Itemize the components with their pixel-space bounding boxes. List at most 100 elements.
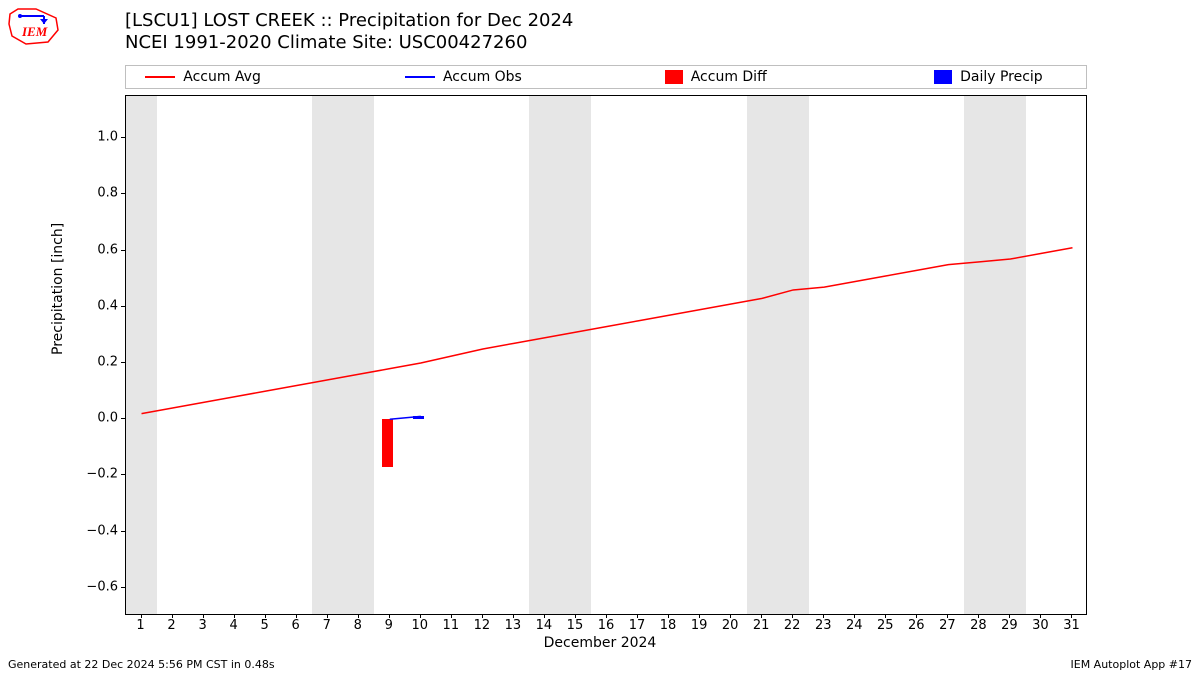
ytick-mark [121,531,125,532]
ytick-mark [121,474,125,475]
xtick-mark [1040,614,1041,618]
xtick-label: 7 [323,618,331,633]
xtick-label: 23 [815,618,832,633]
xtick-mark [1009,614,1010,618]
plot-area [125,95,1087,615]
xtick-mark [885,614,886,618]
legend-item: Daily Precip [934,69,1043,85]
xtick-label: 15 [567,618,584,633]
xtick-label: 29 [1001,618,1018,633]
xtick-mark [265,614,266,618]
xtick-label: 3 [198,618,206,633]
ytick-label: 0.4 [78,298,118,313]
xtick-label: 13 [505,618,522,633]
xtick-label: 25 [877,618,894,633]
ytick-label: −0.6 [78,579,118,594]
ytick-label: −0.2 [78,467,118,482]
xtick-mark [358,614,359,618]
xtick-mark [420,614,421,618]
ytick-mark [121,362,125,363]
xtick-label: 19 [691,618,708,633]
xtick-mark [854,614,855,618]
legend-label: Accum Obs [443,69,522,85]
xtick-mark [451,614,452,618]
xtick-label: 30 [1032,618,1049,633]
xtick-label: 2 [167,618,175,633]
xtick-mark [513,614,514,618]
xtick-mark [575,614,576,618]
ytick-mark [121,306,125,307]
legend-item: Accum Diff [665,69,767,85]
xtick-mark [606,614,607,618]
footer-app: IEM Autoplot App #17 [1071,658,1193,671]
ytick-label: 0.0 [78,411,118,426]
xtick-label: 11 [443,618,460,633]
legend-item: Accum Obs [405,69,522,85]
xtick-mark [141,614,142,618]
svg-text:IEM: IEM [21,24,48,39]
ytick-label: 0.6 [78,242,118,257]
ytick-label: 0.8 [78,186,118,201]
xtick-label: 17 [629,618,646,633]
xtick-mark [296,614,297,618]
xtick-mark [730,614,731,618]
ytick-label: −0.4 [78,523,118,538]
xtick-label: 31 [1063,618,1080,633]
legend-swatch [145,76,175,78]
xtick-label: 21 [753,618,770,633]
xtick-mark [544,614,545,618]
xtick-label: 22 [784,618,801,633]
xtick-mark [172,614,173,618]
footer-generated: Generated at 22 Dec 2024 5:56 PM CST in … [8,658,275,671]
xtick-mark [637,614,638,618]
xtick-mark [699,614,700,618]
chart-title-line2: NCEI 1991-2020 Climate Site: USC00427260 [125,32,573,54]
xtick-mark [234,614,235,618]
ytick-mark [121,418,125,419]
xtick-label: 26 [908,618,925,633]
chart-title-line1: [LSCU1] LOST CREEK :: Precipitation for … [125,10,573,32]
xtick-mark [1071,614,1072,618]
xtick-label: 16 [598,618,615,633]
xtick-label: 18 [660,618,677,633]
xtick-label: 14 [536,618,553,633]
legend-label: Daily Precip [960,69,1043,85]
chart-legend: Accum Avg Accum Obs Accum Diff Daily Precip [125,65,1087,89]
ytick-mark [121,587,125,588]
xtick-mark [389,614,390,618]
xtick-mark [668,614,669,618]
y-axis-label: Precipitation [inch] [50,223,66,355]
xtick-label: 24 [846,618,863,633]
xtick-label: 6 [292,618,300,633]
xtick-mark [203,614,204,618]
x-axis-label: December 2024 [0,635,1200,651]
iem-logo: IEM [6,6,61,46]
xtick-label: 9 [385,618,393,633]
ytick-mark [121,193,125,194]
xtick-label: 12 [474,618,491,633]
xtick-label: 10 [412,618,429,633]
ytick-label: 0.2 [78,355,118,370]
legend-swatch [665,70,683,84]
xtick-mark [947,614,948,618]
xtick-mark [792,614,793,618]
xtick-mark [823,614,824,618]
xtick-mark [327,614,328,618]
series-line [390,416,421,419]
line-layer [126,96,1087,615]
legend-item: Accum Avg [145,69,261,85]
xtick-label: 4 [229,618,237,633]
ytick-mark [121,137,125,138]
legend-label: Accum Avg [183,69,261,85]
legend-swatch [405,76,435,78]
xtick-mark [761,614,762,618]
xtick-label: 8 [354,618,362,633]
xtick-label: 27 [939,618,956,633]
xtick-label: 28 [970,618,987,633]
series-line [142,248,1073,414]
xtick-mark [482,614,483,618]
ytick-mark [121,250,125,251]
legend-swatch [934,70,952,84]
legend-label: Accum Diff [691,69,767,85]
xtick-label: 1 [136,618,144,633]
